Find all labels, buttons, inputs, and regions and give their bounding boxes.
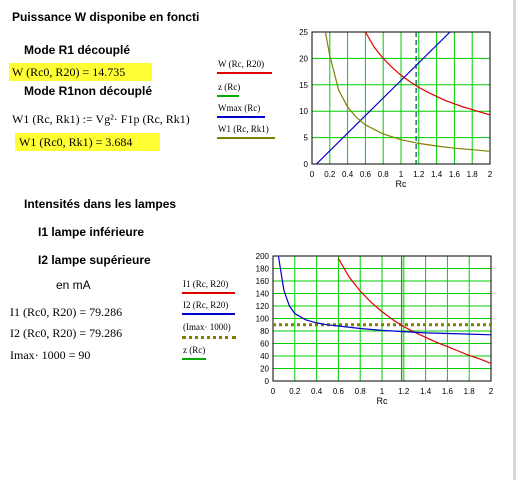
w1-definition[interactable]: W1 (Rc, Rk1) := Vg²· F1p (Rc, Rk1) xyxy=(12,112,190,126)
chart2-x-tick-label: 1.6 xyxy=(442,387,454,396)
chart2-series-i1-rc-r20 xyxy=(337,258,491,365)
chart2-y-tick-label: 20 xyxy=(260,365,269,374)
legend-wmax: Wmax (Rc) xyxy=(218,103,261,113)
chart2-x-tick-label: 0.4 xyxy=(311,387,323,396)
legend-i2-line xyxy=(182,313,235,315)
chart1-y-tick-label: 0 xyxy=(304,160,309,169)
chart2-x-tick-label: 1.2 xyxy=(398,387,410,396)
legend-i1-line xyxy=(182,292,235,294)
chart1-series-wmax-rc xyxy=(315,32,451,164)
legend-w1-line xyxy=(217,137,275,139)
chart1-x-tick-label: 2 xyxy=(488,170,493,179)
chart1-x-tick-label: 1.6 xyxy=(449,170,461,179)
legend-z: z (Rc) xyxy=(218,82,241,92)
intensites-heading: Intensités dans les lampes xyxy=(24,197,177,211)
mode-r1-decouple-heading: Mode R1 découplé xyxy=(24,43,131,57)
chart1-x-tick-label: 0.2 xyxy=(324,170,336,179)
legend-imax: (Imax· 1000) xyxy=(183,322,231,332)
chart2-y-tick-label: 0 xyxy=(265,377,270,386)
chart1-y-tick-label: 15 xyxy=(299,81,308,90)
chart2-y-tick-label: 140 xyxy=(256,290,270,299)
chart2-x-tick-label: 0 xyxy=(271,387,276,396)
chart1-x-tick-label: 1.8 xyxy=(467,170,479,179)
legend-i1: I1 (Rc, R20) xyxy=(183,279,229,289)
chart2-y-tick-label: 160 xyxy=(256,277,270,286)
chart1-x-tick-label: 0 xyxy=(310,170,315,179)
i2-heading: I2 lampe supérieure xyxy=(38,253,151,267)
i1-heading: I1 lampe inférieure xyxy=(38,225,145,239)
chart1-series-w1-rc-rk1 xyxy=(324,32,490,152)
chart2-y-tick-label: 80 xyxy=(260,327,269,336)
chart2-x-tick-label: 0.6 xyxy=(333,387,345,396)
chart2-x-tick-label: 0.8 xyxy=(355,387,367,396)
legend-z-line xyxy=(217,95,239,97)
chart2-y-tick-label: 200 xyxy=(256,252,270,261)
chart2-series-i2-rc-r20 xyxy=(277,256,491,336)
chart1-x-tick-label: 1.2 xyxy=(413,170,425,179)
chart2-x-tick-label: 1.4 xyxy=(420,387,432,396)
chart1-y-tick-label: 25 xyxy=(299,28,308,37)
legend-w1: W1 (Rc, Rk1) xyxy=(218,124,269,134)
chart1-series-w-rc-r20 xyxy=(364,32,490,116)
legend-imax-line xyxy=(182,336,236,339)
en-ma-label: en mA xyxy=(56,278,91,292)
chart2-y-tick-label: 60 xyxy=(260,340,269,349)
w-result[interactable]: W (Rc0, R20) = 14.735 xyxy=(9,63,152,81)
right-scrollbar-edge xyxy=(513,0,516,480)
legend-wmax-line xyxy=(217,116,265,118)
chart2-plot-area xyxy=(273,256,491,381)
chart2-y-tick-label: 120 xyxy=(256,302,270,311)
i2-result[interactable]: I2 (Rc0, R20) = 79.286 xyxy=(10,326,123,340)
legend-w-line xyxy=(217,72,272,74)
chart2-x-tick-label: 0.2 xyxy=(289,387,301,396)
chart1-x-tick-label: 0.4 xyxy=(342,170,354,179)
chart1-x-tick-label: 1.4 xyxy=(431,170,443,179)
legend-z2-line xyxy=(182,358,206,360)
legend-z2: z (Rc) xyxy=(183,345,206,355)
chart1-y-tick-label: 20 xyxy=(299,54,308,63)
chart2-x-tick-label: 2 xyxy=(489,387,494,396)
chart1-frame xyxy=(311,31,491,165)
page-title: Puissance W disponibe en foncti xyxy=(12,10,200,24)
chart2-x-axis-label: Rc xyxy=(377,396,388,406)
legend-i2: I2 (Rc, R20) xyxy=(183,300,229,310)
chart1-x-axis-label: Rc xyxy=(396,179,407,189)
i1-result[interactable]: I1 (Rc0, R20) = 79.286 xyxy=(10,305,123,319)
chart1-x-tick-label: 1 xyxy=(399,170,404,179)
chart1-x-tick-label: 0.6 xyxy=(360,170,372,179)
imax-result[interactable]: Imax· 1000 = 90 xyxy=(10,348,91,362)
chart1-y-tick-label: 10 xyxy=(299,107,308,116)
chart1-y-tick-label: 5 xyxy=(304,134,309,143)
chart2-y-tick-label: 180 xyxy=(256,265,270,274)
chart2-y-tick-label: 40 xyxy=(260,352,269,361)
mode-r1-non-decouple-heading: Mode R1non découplé xyxy=(24,84,153,98)
chart2-y-tick-label: 100 xyxy=(256,315,270,324)
chart2-x-tick-label: 1.8 xyxy=(464,387,476,396)
chart2-x-tick-label: 1 xyxy=(380,387,385,396)
legend-w: W (Rc, R20) xyxy=(218,59,265,69)
chart2-frame xyxy=(272,255,492,382)
chart1-plot-area xyxy=(312,32,490,164)
w1-result[interactable]: W1 (Rc0, Rk1) = 3.684 xyxy=(15,133,160,151)
chart1-x-tick-label: 0.8 xyxy=(378,170,390,179)
